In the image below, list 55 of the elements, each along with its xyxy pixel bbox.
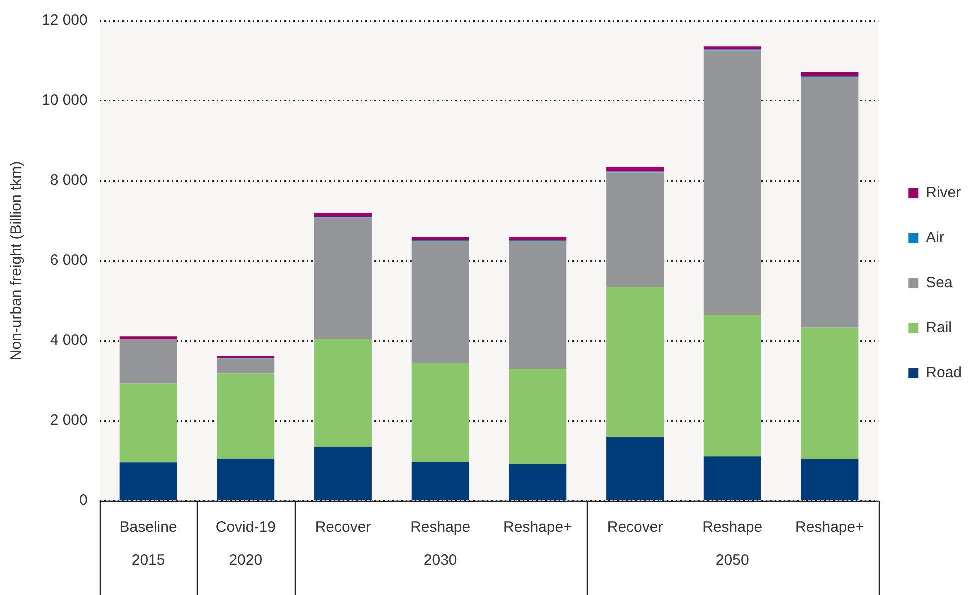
y-tick-label: 2 000: [50, 412, 88, 430]
bar: [412, 363, 470, 462]
bar: [606, 287, 664, 438]
bar: [217, 459, 275, 500]
bar: [314, 213, 372, 217]
text: 2050: [716, 552, 750, 570]
text: 2015: [132, 552, 166, 570]
bar: [509, 237, 567, 240]
bar: [704, 46, 762, 50]
y-tick-label: 4 000: [50, 332, 88, 350]
x-tick-label: Reshape: [410, 519, 471, 536]
x-tick-label: Reshape: [702, 519, 763, 536]
bar: [606, 167, 664, 172]
bar: [314, 218, 372, 339]
bar: [509, 241, 567, 369]
bar: [314, 339, 372, 447]
bar: [801, 77, 859, 328]
bar: [704, 50, 762, 315]
legend-label: Rail: [926, 320, 952, 337]
y-tick-label: 10 000: [42, 92, 88, 110]
bar: [801, 459, 859, 500]
y-tick-label: 6 000: [50, 252, 88, 270]
bar: [120, 384, 178, 463]
x-tick-label: Reshape+: [504, 519, 573, 536]
bar: [801, 328, 859, 460]
legend-label: River: [926, 184, 962, 202]
bar: [509, 369, 567, 464]
bar: [217, 374, 275, 459]
bar: [509, 464, 567, 500]
y-tick-label: 12 000: [42, 12, 88, 30]
y-tick-label: 8 000: [50, 172, 88, 190]
x-tick-label: Recover: [607, 519, 664, 536]
legend-label: Sea: [926, 274, 954, 292]
bar: [217, 358, 275, 374]
bar: [120, 336, 178, 340]
text: 2020: [229, 552, 263, 570]
bar: [704, 315, 762, 457]
bar: [606, 437, 664, 500]
bar: [801, 72, 859, 76]
x-tick-label: Reshape+: [796, 519, 865, 536]
bar: [412, 241, 470, 364]
y-tick-label: 0: [80, 492, 88, 510]
bar: [606, 172, 664, 287]
bar: [704, 456, 762, 500]
bar: [120, 462, 178, 500]
y-axis-title: Non-urban freight (Billion tkm): [8, 161, 26, 361]
x-tick-label: Baseline: [120, 519, 178, 536]
text: 2030: [424, 552, 458, 570]
legend-label: Air: [926, 230, 944, 247]
bar: [314, 447, 372, 500]
bar: [412, 462, 470, 500]
x-tick-label: Covid-19: [216, 519, 276, 536]
bar: [120, 340, 178, 384]
x-tick-label: Recover: [315, 519, 372, 536]
legend-label: Road: [926, 364, 962, 382]
